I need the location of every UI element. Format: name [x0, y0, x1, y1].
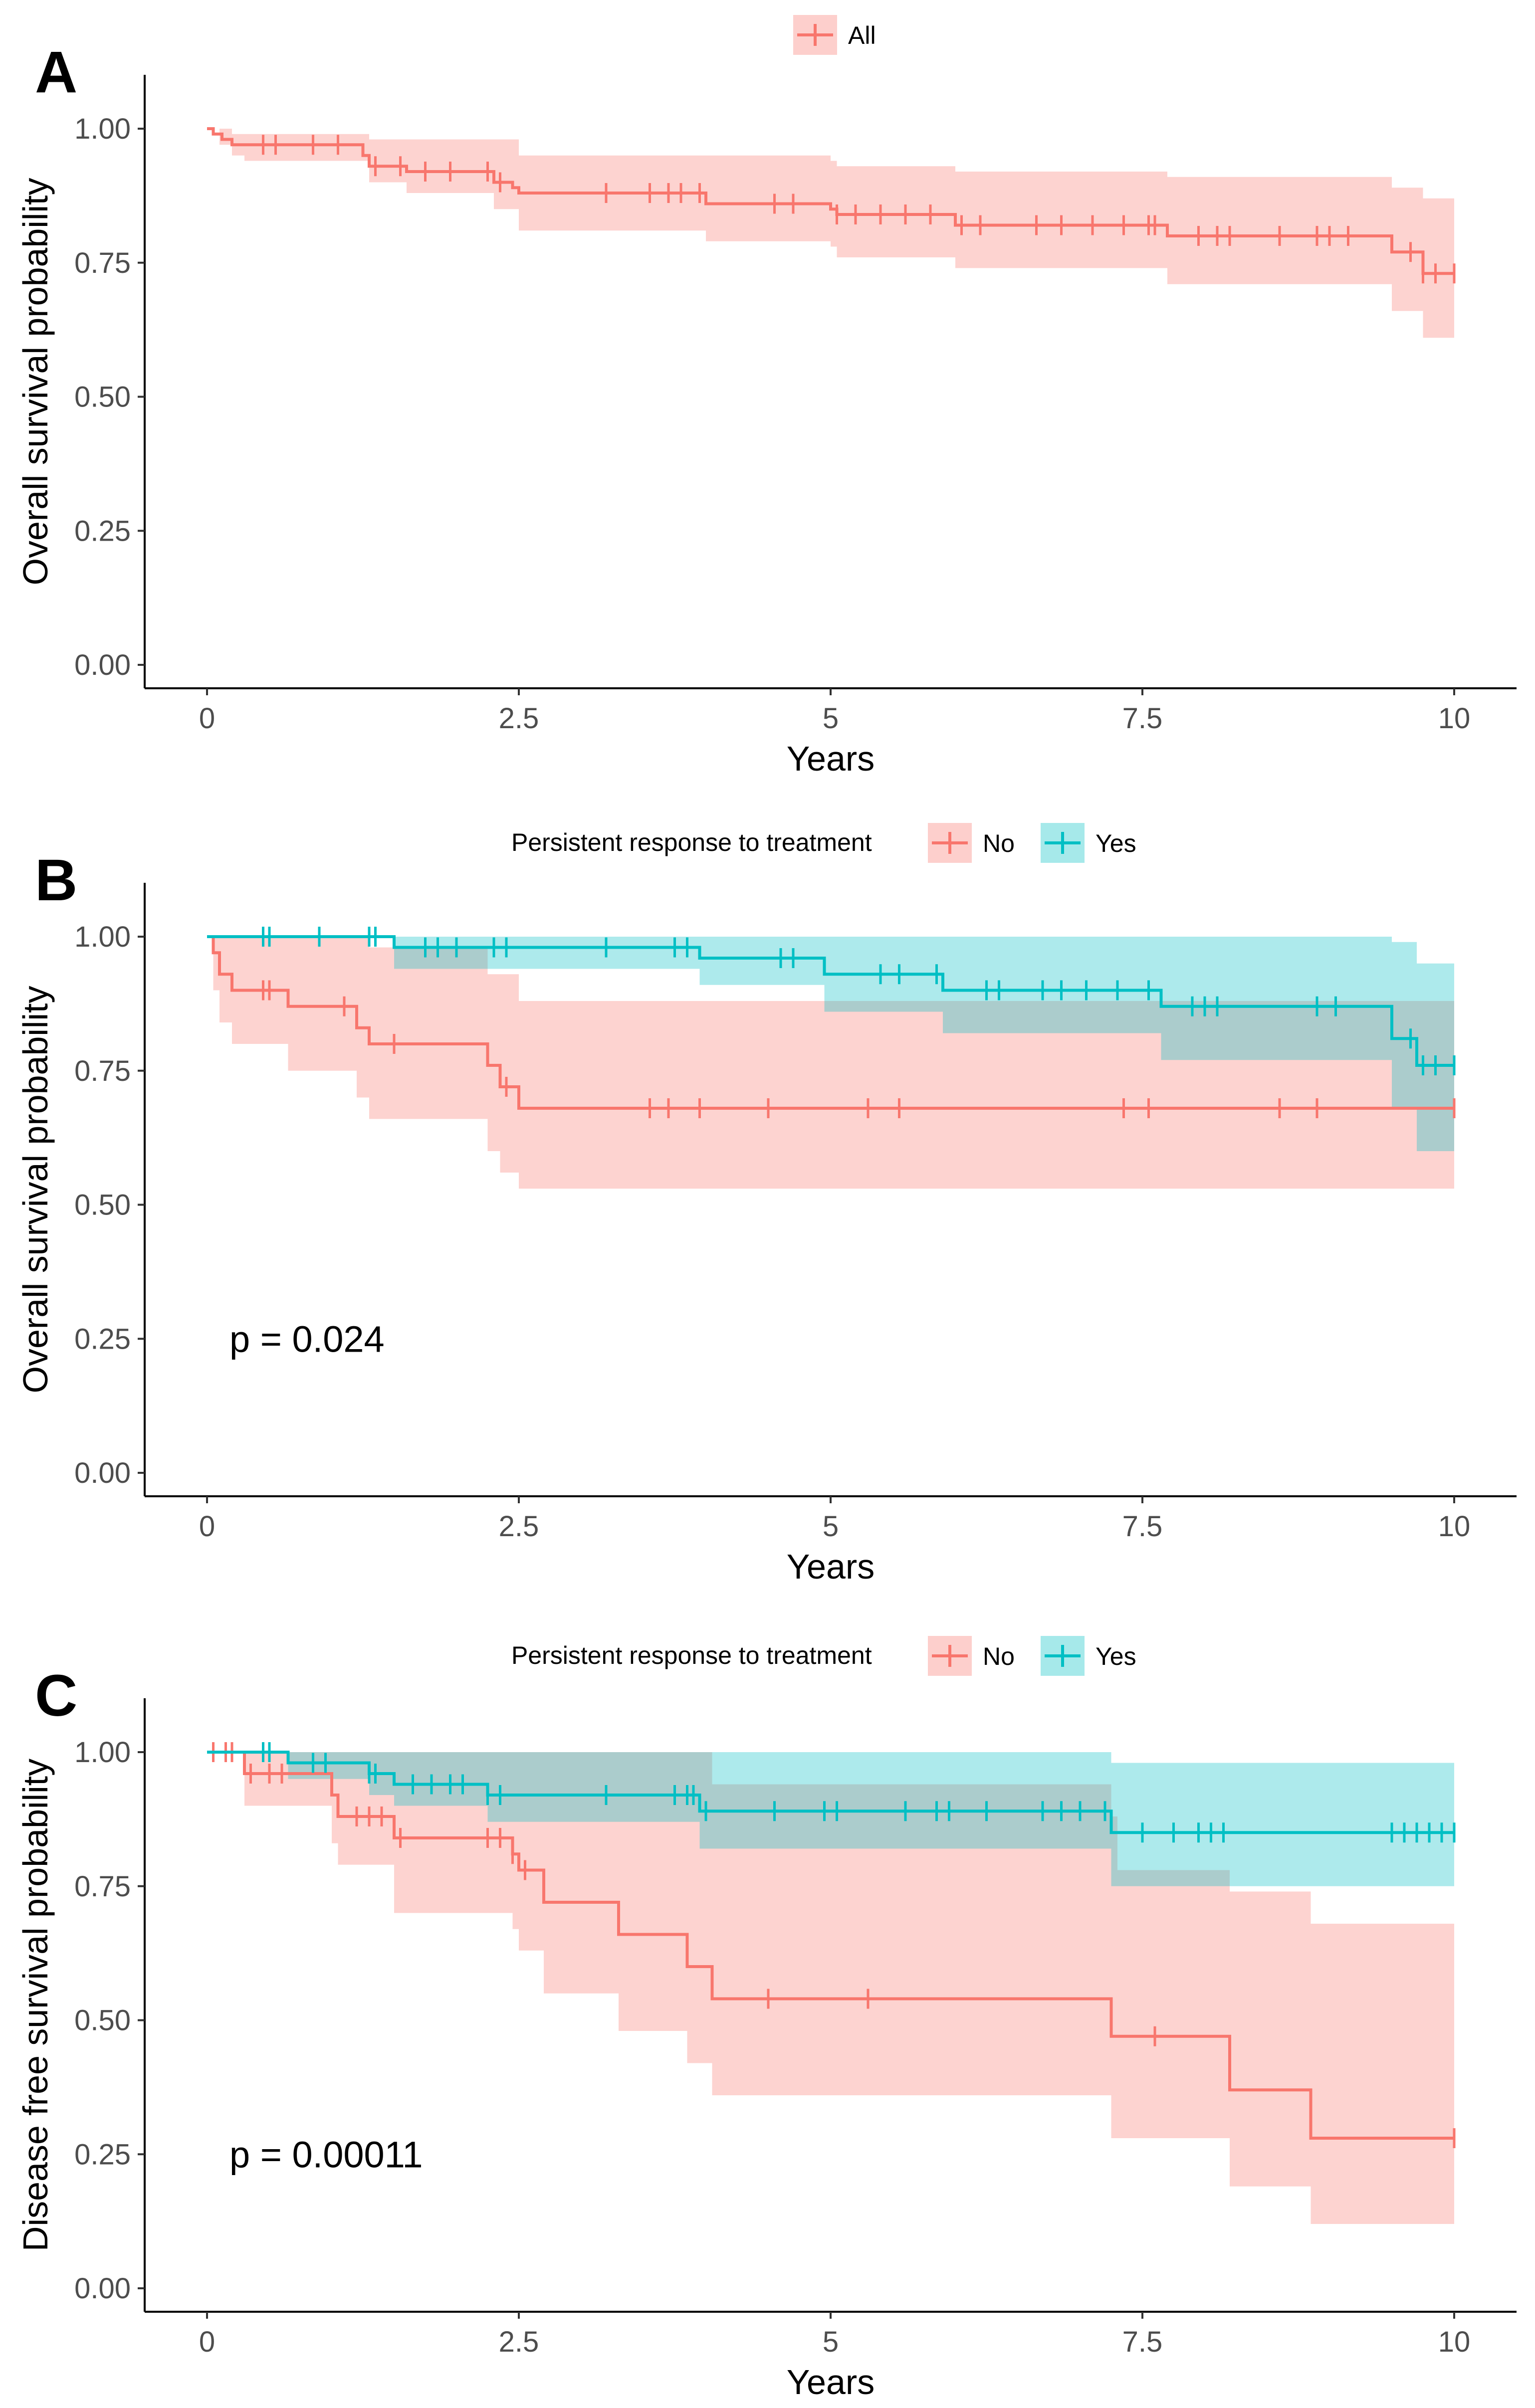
panel-a: A All 0.00 0.25 0.50 0.75 1.00 0 2.5 5 7.5 10 Years O… — [16, 15, 1517, 778]
y-tick-label: 0.75 — [74, 247, 131, 279]
p-value-annotation: p = 0.00011 — [229, 2134, 423, 2175]
x-tick-label: 5 — [823, 702, 839, 735]
survival-curve-yes — [207, 935, 1454, 1067]
legend-label: Yes — [1096, 1642, 1136, 1670]
x-axis-title: Years — [787, 1547, 875, 1586]
legend-label: All — [848, 21, 876, 49]
y-tick-label: 1.00 — [74, 113, 131, 145]
x-tick-label: 0 — [199, 702, 215, 735]
y-tick-label: 0.25 — [74, 1323, 131, 1355]
legend: Persistent response to treatment No Yes — [511, 1636, 1136, 1676]
y-tick-label: 0.00 — [74, 2272, 131, 2305]
x-tick-label: 5 — [823, 1510, 839, 1543]
survival-curve-all — [207, 127, 1454, 275]
x-tick-label: 2.5 — [499, 1510, 539, 1543]
survival-curve-no — [207, 1751, 1454, 2140]
ci-band-yes — [207, 1752, 1454, 1886]
legend-title: Persistent response to treatment — [511, 1641, 872, 1669]
legend: Persistent response to treatment No Yes — [511, 823, 1136, 863]
x-tick-label: 10 — [1438, 702, 1471, 735]
y-tick-label: 0.75 — [74, 1055, 131, 1087]
y-tick-label: 0.50 — [74, 381, 131, 413]
legend-entry-no: No — [928, 823, 1015, 863]
x-tick-label: 0 — [199, 2326, 215, 2358]
y-tick-label: 0.75 — [74, 1870, 131, 1903]
x-tick-label: 7.5 — [1122, 702, 1163, 735]
y-axis-title: Overall survival probability — [16, 986, 55, 1394]
x-tick-label: 10 — [1438, 2326, 1471, 2358]
x-tick-label: 2.5 — [499, 2326, 539, 2358]
panel-letter: C — [35, 1663, 77, 1729]
x-tick-label: 10 — [1438, 1510, 1471, 1543]
y-tick-label: 1.00 — [74, 921, 131, 953]
x-tick-label: 5 — [823, 2326, 839, 2358]
panel-letter: A — [35, 39, 77, 105]
legend-label: Yes — [1096, 829, 1136, 857]
legend-entry-yes: Yes — [1041, 823, 1136, 863]
y-tick-label: 1.00 — [74, 1736, 131, 1769]
legend-entry-all: All — [793, 15, 876, 55]
y-tick-label: 0.50 — [74, 2005, 131, 2037]
x-tick-label: 7.5 — [1122, 2326, 1163, 2358]
y-tick-label: 0.25 — [74, 2138, 131, 2171]
panel-b: B Persistent response to treatment No Yes 0.… — [16, 823, 1517, 1586]
ci-band-all — [207, 129, 1454, 338]
legend-label: No — [983, 1642, 1015, 1670]
legend: All — [793, 15, 876, 55]
survival-curve-no — [207, 935, 1454, 1110]
y-tick-label: 0.00 — [74, 649, 131, 681]
panel-c: C Persistent response to treatment No Yes 0.… — [16, 1636, 1517, 2402]
y-tick-label: 0.00 — [74, 1457, 131, 1489]
x-axis-title: Years — [787, 739, 875, 778]
x-tick-label: 2.5 — [499, 702, 539, 735]
p-value-annotation: p = 0.024 — [229, 1318, 385, 1360]
y-tick-label: 0.50 — [74, 1189, 131, 1221]
x-tick-label: 7.5 — [1122, 1510, 1163, 1543]
x-tick-label: 0 — [199, 1510, 215, 1543]
ci-band-no — [207, 937, 1454, 1189]
legend-entry-no: No — [928, 1636, 1015, 1676]
legend-title: Persistent response to treatment — [511, 828, 872, 856]
x-axis-title: Years — [787, 2363, 875, 2402]
legend-entry-yes: Yes — [1041, 1636, 1136, 1676]
y-tick-label: 0.25 — [74, 515, 131, 547]
panel-letter: B — [35, 847, 77, 913]
legend-label: No — [983, 829, 1015, 857]
y-axis-title: Overall survival probability — [16, 178, 55, 586]
y-axis-title: Disease free survival probability — [16, 1759, 55, 2251]
